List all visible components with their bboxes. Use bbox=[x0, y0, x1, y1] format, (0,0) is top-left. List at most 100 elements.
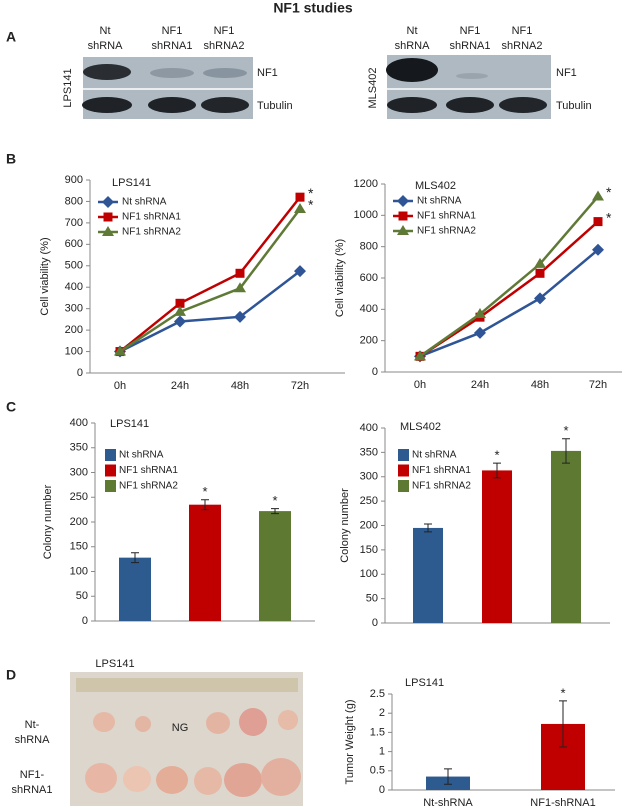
row-label: NF1 bbox=[556, 67, 577, 79]
y-tick-label: 1 bbox=[379, 746, 385, 758]
y-tick-label: 200 bbox=[65, 324, 83, 336]
chart-title: LPS141 bbox=[110, 418, 149, 430]
x-tick-label: 24h bbox=[471, 379, 489, 391]
y-tick-label: 350 bbox=[70, 442, 88, 454]
x-tick-label: 72h bbox=[589, 379, 607, 391]
legend-label: NF1 shRNA2 bbox=[417, 226, 476, 237]
x-tick-label: 0h bbox=[114, 380, 126, 392]
significance-marker: * bbox=[308, 197, 314, 213]
significance-marker: * bbox=[606, 184, 612, 200]
y-tick-label: 250 bbox=[70, 491, 88, 503]
legend-label: Nt shRNA bbox=[412, 450, 457, 461]
blot bbox=[386, 55, 551, 119]
marker bbox=[295, 192, 305, 202]
y-tick-label: 100 bbox=[70, 565, 88, 577]
significance-marker: * bbox=[272, 493, 277, 508]
significance-marker: * bbox=[494, 448, 499, 463]
legend-label: NF1 shRNA2 bbox=[119, 481, 178, 492]
y-tick-label: 150 bbox=[360, 544, 378, 556]
legend-marker bbox=[397, 195, 409, 207]
error-bar bbox=[201, 499, 209, 511]
x-tick-label: 48h bbox=[531, 379, 549, 391]
marker bbox=[592, 190, 604, 201]
chart-title: LPS141 bbox=[112, 177, 151, 189]
legend-swatch bbox=[398, 464, 409, 477]
x-tick-label: 72h bbox=[291, 380, 309, 392]
significance-marker: * bbox=[202, 484, 207, 499]
y-axis-label: Cell viability (%) bbox=[39, 237, 51, 315]
marker bbox=[235, 268, 245, 278]
marker bbox=[414, 350, 426, 361]
significance-marker: * bbox=[560, 685, 565, 700]
panel-label: C bbox=[6, 399, 16, 415]
y-tick-label: 2.5 bbox=[370, 688, 385, 700]
lane-label: shRNA2 bbox=[502, 40, 543, 52]
row-label: shRNA bbox=[15, 734, 51, 746]
error-bar bbox=[562, 438, 570, 464]
y-tick-label: 50 bbox=[366, 593, 378, 605]
marker bbox=[474, 308, 486, 319]
y-tick-label: 350 bbox=[360, 446, 378, 458]
legend-label: Nt shRNA bbox=[122, 197, 167, 208]
y-tick-label: 0 bbox=[372, 617, 378, 629]
legend-label: NF1 shRNA1 bbox=[417, 211, 476, 222]
lane-label: NF1 bbox=[512, 25, 533, 37]
marker bbox=[234, 310, 246, 323]
y-tick-label: 900 bbox=[65, 174, 83, 186]
legend-swatch bbox=[105, 464, 116, 477]
x-tick-label: Nt-shRNA bbox=[423, 797, 473, 809]
chart-title: LPS141 bbox=[405, 677, 444, 689]
y-tick-label: 200 bbox=[360, 335, 378, 347]
lane-label: shRNA bbox=[395, 40, 431, 52]
line bbox=[119, 208, 301, 353]
legend-marker bbox=[398, 211, 408, 221]
lane-label: shRNA1 bbox=[450, 40, 491, 52]
lane-label: shRNA1 bbox=[152, 40, 193, 52]
y-tick-label: 1000 bbox=[354, 209, 378, 221]
legend-label: NF1 shRNA1 bbox=[119, 465, 178, 476]
bar bbox=[413, 527, 443, 623]
significance-marker: * bbox=[563, 423, 568, 438]
legend-label: NF1 shRNA2 bbox=[122, 227, 181, 238]
marker bbox=[234, 282, 246, 293]
error-bar bbox=[493, 462, 501, 479]
chart-title: MLS402 bbox=[415, 180, 456, 192]
y-tick-label: 400 bbox=[360, 303, 378, 315]
error-bar bbox=[444, 768, 452, 785]
marker bbox=[534, 292, 546, 305]
y-tick-label: 1200 bbox=[354, 178, 378, 190]
marker bbox=[474, 326, 486, 339]
y-tick-label: 500 bbox=[65, 260, 83, 272]
legend-marker bbox=[397, 225, 409, 235]
lane-label: shRNA bbox=[88, 40, 124, 52]
cell-line-label: MLS402 bbox=[367, 68, 379, 109]
marker bbox=[294, 265, 306, 278]
marker bbox=[294, 202, 306, 213]
legend-label: NF1 shRNA1 bbox=[412, 465, 471, 476]
marker bbox=[175, 298, 185, 308]
y-tick-label: 2 bbox=[379, 707, 385, 719]
y-tick-label: 0 bbox=[379, 784, 385, 796]
legend-label: NF1 shRNA1 bbox=[122, 212, 181, 223]
legend-marker bbox=[102, 196, 114, 208]
legend-marker bbox=[102, 226, 114, 236]
y-tick-label: 700 bbox=[65, 217, 83, 229]
legend-marker bbox=[103, 212, 113, 222]
legend-swatch bbox=[398, 449, 409, 461]
bar bbox=[119, 557, 151, 621]
chart-title: MLS402 bbox=[400, 421, 441, 433]
y-tick-label: 0 bbox=[77, 367, 83, 379]
photo-annotation: NG bbox=[172, 722, 189, 734]
marker bbox=[174, 305, 186, 316]
panel-label: A bbox=[6, 29, 16, 45]
lane-label: Nt bbox=[407, 25, 418, 37]
cell-line-label: LPS141 bbox=[62, 68, 74, 107]
y-tick-label: 600 bbox=[65, 238, 83, 250]
y-axis-label: Colony number bbox=[339, 488, 351, 563]
bar bbox=[482, 470, 512, 623]
panel-label: D bbox=[6, 667, 16, 683]
marker bbox=[535, 268, 545, 278]
figure-title: NF1 studies bbox=[273, 0, 353, 16]
line bbox=[119, 196, 301, 353]
